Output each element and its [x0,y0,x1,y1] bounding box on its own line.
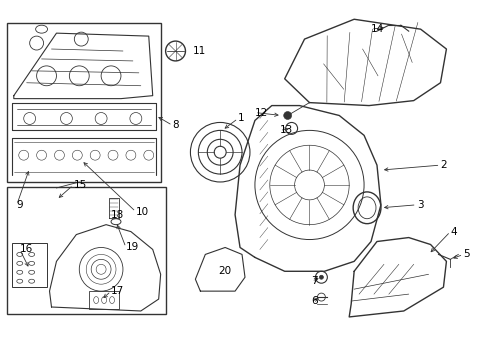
Text: 17: 17 [111,286,124,296]
Text: 3: 3 [416,200,423,210]
Text: 4: 4 [450,226,457,237]
Text: 15: 15 [74,180,87,190]
Circle shape [284,112,292,120]
Text: 7: 7 [312,276,318,286]
Text: 6: 6 [312,296,318,306]
Text: 9: 9 [17,200,24,210]
Bar [89,291,119,309]
Text: 12: 12 [255,108,268,117]
Text: 8: 8 [172,121,179,130]
Text: 20: 20 [218,266,231,276]
Circle shape [319,275,323,279]
Text: 18: 18 [111,210,124,220]
Text: 13: 13 [280,125,293,135]
Text: 5: 5 [464,249,470,260]
Bar [7,187,166,314]
Bar [12,243,47,287]
Bar [7,23,161,182]
Text: 10: 10 [136,207,149,217]
Text: 16: 16 [20,244,33,255]
Text: 1: 1 [238,113,245,123]
Text: 14: 14 [371,24,384,34]
Text: 11: 11 [193,46,206,56]
Text: 19: 19 [126,243,139,252]
Text: 2: 2 [441,160,447,170]
